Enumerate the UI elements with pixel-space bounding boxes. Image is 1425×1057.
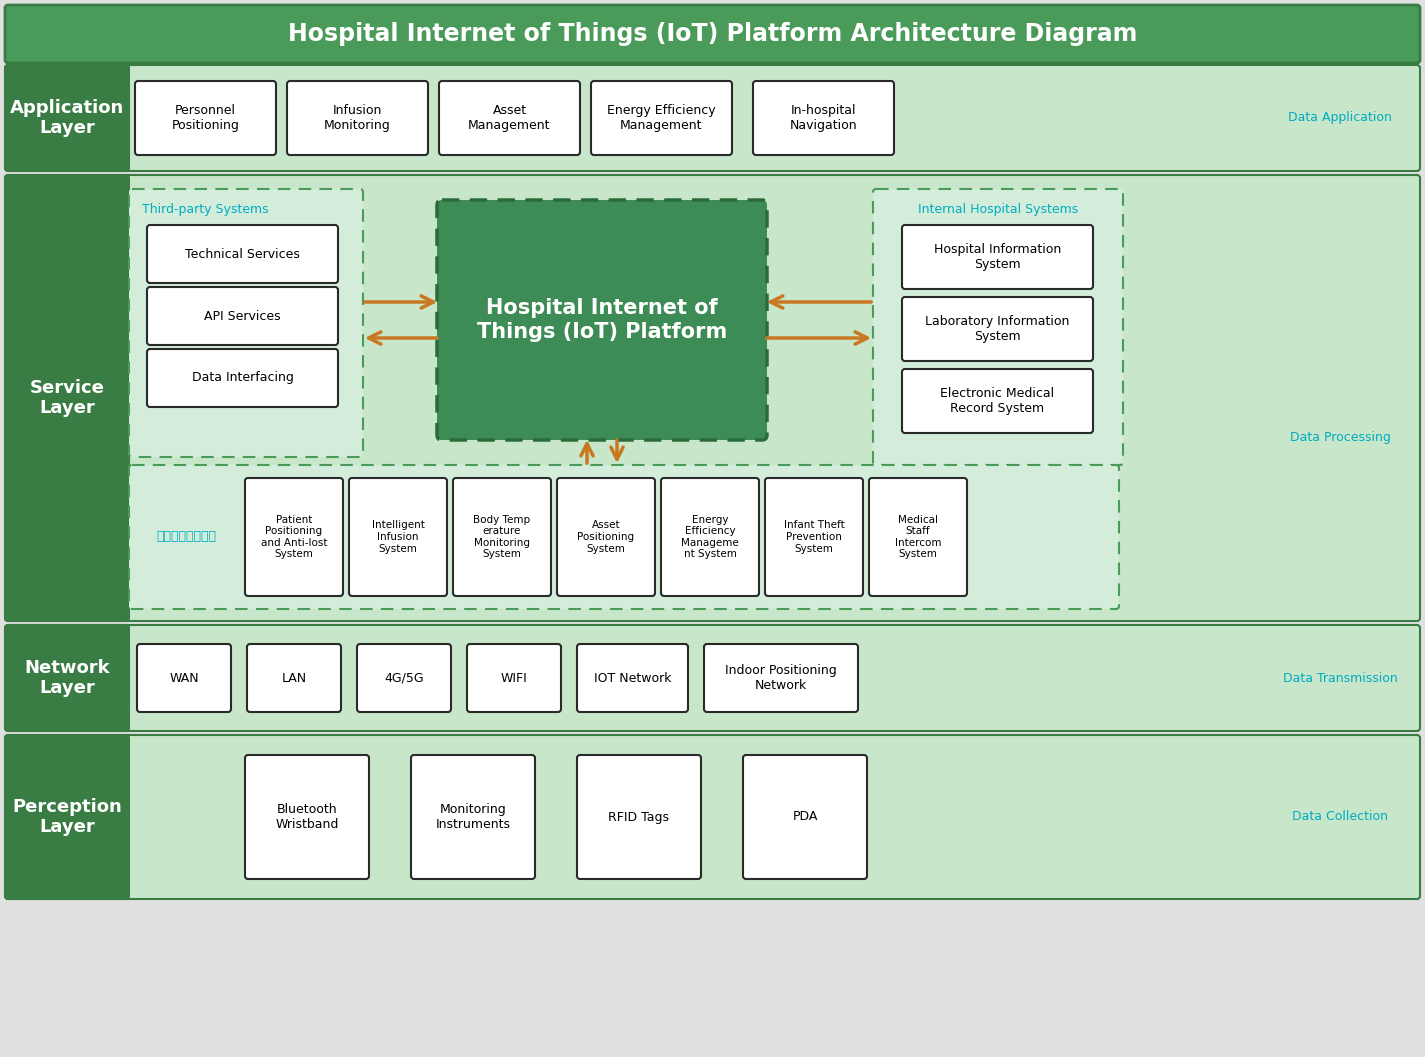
- Text: Infant Theft
Prevention
System: Infant Theft Prevention System: [784, 520, 845, 554]
- Text: Hospital Internet of
Things (IoT) Platform: Hospital Internet of Things (IoT) Platfo…: [477, 298, 727, 341]
- Text: Asset
Positioning
System: Asset Positioning System: [577, 520, 634, 554]
- Text: Body Temp
erature
Monitoring
System: Body Temp erature Monitoring System: [473, 515, 530, 559]
- FancyBboxPatch shape: [752, 81, 893, 155]
- Text: Energy
Efficiency
Manageme
nt System: Energy Efficiency Manageme nt System: [681, 515, 740, 559]
- FancyBboxPatch shape: [902, 369, 1093, 433]
- FancyBboxPatch shape: [6, 64, 1419, 171]
- Text: RFID Tags: RFID Tags: [608, 811, 670, 823]
- FancyBboxPatch shape: [147, 349, 338, 407]
- FancyBboxPatch shape: [6, 175, 130, 622]
- Text: 智慧医院应用系统: 智慧医院应用系统: [155, 531, 217, 543]
- Text: WIFI: WIFI: [500, 671, 527, 685]
- FancyBboxPatch shape: [704, 644, 858, 712]
- Text: Technical Services: Technical Services: [185, 247, 299, 260]
- FancyBboxPatch shape: [902, 225, 1093, 289]
- FancyBboxPatch shape: [467, 644, 561, 712]
- FancyBboxPatch shape: [358, 644, 450, 712]
- Text: Service
Layer: Service Layer: [30, 378, 104, 418]
- Text: Data Collection: Data Collection: [1292, 811, 1388, 823]
- Text: Bluetooth
Wristband: Bluetooth Wristband: [275, 803, 339, 831]
- FancyBboxPatch shape: [577, 755, 701, 879]
- FancyBboxPatch shape: [6, 735, 130, 900]
- FancyBboxPatch shape: [661, 478, 760, 596]
- Text: Indoor Positioning
Network: Indoor Positioning Network: [725, 664, 836, 692]
- FancyBboxPatch shape: [6, 625, 130, 731]
- FancyBboxPatch shape: [130, 189, 363, 457]
- Text: PDA: PDA: [792, 811, 818, 823]
- Text: Personnel
Positioning: Personnel Positioning: [171, 104, 239, 132]
- FancyBboxPatch shape: [135, 81, 276, 155]
- Text: Data Interfacing: Data Interfacing: [191, 371, 294, 385]
- FancyBboxPatch shape: [6, 735, 1419, 900]
- FancyBboxPatch shape: [137, 644, 231, 712]
- Text: Data Transmission: Data Transmission: [1282, 671, 1398, 685]
- Text: Asset
Management: Asset Management: [469, 104, 550, 132]
- FancyBboxPatch shape: [765, 478, 864, 596]
- FancyBboxPatch shape: [439, 81, 580, 155]
- Text: Data Processing: Data Processing: [1290, 431, 1391, 445]
- FancyBboxPatch shape: [869, 478, 968, 596]
- FancyBboxPatch shape: [349, 478, 447, 596]
- FancyBboxPatch shape: [591, 81, 732, 155]
- Text: Perception
Layer: Perception Layer: [13, 798, 123, 836]
- FancyBboxPatch shape: [557, 478, 656, 596]
- Text: Patient
Positioning
and Anti-lost
System: Patient Positioning and Anti-lost System: [261, 515, 328, 559]
- Text: Hospital Information
System: Hospital Information System: [933, 243, 1062, 271]
- Text: Internal Hospital Systems: Internal Hospital Systems: [918, 204, 1079, 217]
- FancyBboxPatch shape: [6, 64, 130, 171]
- Text: Network
Layer: Network Layer: [24, 659, 110, 698]
- Text: API Services: API Services: [204, 310, 281, 322]
- Text: Third-party Systems: Third-party Systems: [142, 204, 269, 217]
- FancyBboxPatch shape: [245, 478, 343, 596]
- Text: Hospital Internet of Things (IoT) Platform Architecture Diagram: Hospital Internet of Things (IoT) Platfo…: [288, 22, 1137, 47]
- FancyBboxPatch shape: [6, 5, 1419, 63]
- FancyBboxPatch shape: [874, 189, 1123, 465]
- FancyBboxPatch shape: [6, 625, 1419, 731]
- Text: Monitoring
Instruments: Monitoring Instruments: [436, 803, 510, 831]
- FancyBboxPatch shape: [245, 755, 369, 879]
- FancyBboxPatch shape: [902, 297, 1093, 361]
- Text: IOT Network: IOT Network: [594, 671, 671, 685]
- FancyBboxPatch shape: [130, 465, 1119, 609]
- FancyBboxPatch shape: [247, 644, 341, 712]
- Text: Application
Layer: Application Layer: [10, 98, 124, 137]
- Text: Intelligent
Infusion
System: Intelligent Infusion System: [372, 520, 425, 554]
- Text: Medical
Staff
Intercom
System: Medical Staff Intercom System: [895, 515, 942, 559]
- Text: Infusion
Monitoring: Infusion Monitoring: [323, 104, 390, 132]
- Text: LAN: LAN: [281, 671, 306, 685]
- FancyBboxPatch shape: [453, 478, 551, 596]
- FancyBboxPatch shape: [742, 755, 866, 879]
- Text: WAN: WAN: [170, 671, 200, 685]
- FancyBboxPatch shape: [286, 81, 428, 155]
- FancyBboxPatch shape: [147, 288, 338, 345]
- Text: In-hospital
Navigation: In-hospital Navigation: [789, 104, 858, 132]
- FancyBboxPatch shape: [147, 225, 338, 283]
- Text: Laboratory Information
System: Laboratory Information System: [925, 315, 1070, 344]
- FancyBboxPatch shape: [6, 175, 1419, 622]
- Text: Data Application: Data Application: [1288, 111, 1392, 125]
- FancyBboxPatch shape: [577, 644, 688, 712]
- FancyBboxPatch shape: [410, 755, 534, 879]
- FancyBboxPatch shape: [437, 200, 767, 440]
- Text: Electronic Medical
Record System: Electronic Medical Record System: [940, 387, 1054, 415]
- Text: 4G/5G: 4G/5G: [385, 671, 423, 685]
- Text: Energy Efficiency
Management: Energy Efficiency Management: [607, 104, 715, 132]
